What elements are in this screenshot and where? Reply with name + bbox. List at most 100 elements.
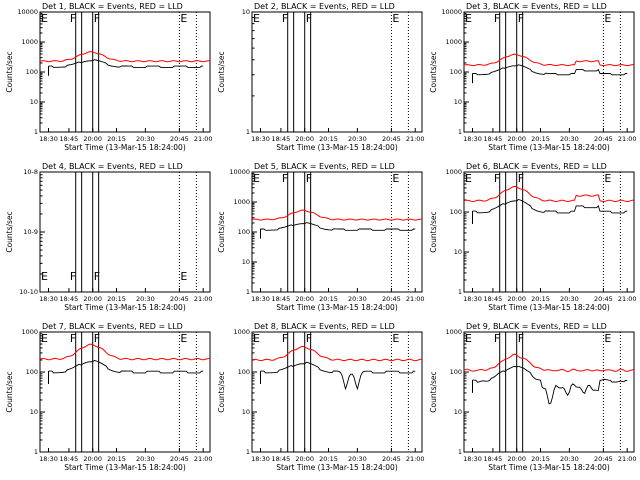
flag-e: E [392, 332, 399, 345]
y-axis-label: Counts/sec [5, 371, 14, 412]
y-tick-label: 10-10 [19, 288, 38, 296]
y-tick-label: 1000 [445, 168, 462, 176]
x-axis-label: Start Time (13-Mar-15 18:24:00) [488, 463, 610, 472]
x-tick-label: 21:00 [618, 295, 637, 303]
x-tick-label: 20:30 [136, 455, 155, 463]
flag-f: F [306, 172, 312, 185]
panel-title: Det 8, BLACK = Events, RED = LLD [254, 322, 395, 331]
x-tick-label: 21:00 [618, 455, 637, 463]
y-tick-label: 1 [246, 448, 250, 456]
x-tick-label: 21:00 [618, 135, 637, 143]
x-axis-label: Start Time (13-Mar-15 18:24:00) [276, 463, 398, 472]
detector-panel-7: Det 7, BLACK = Events, RED = LLD Counts/s… [5, 322, 213, 472]
x-tick-label: 18:45 [272, 295, 291, 303]
detector-panel-3: Det 3, BLACK = Events, RED = LLD Counts/s… [429, 2, 637, 152]
x-tick-label: 18:30 [463, 455, 482, 463]
y-tick-label: 1 [458, 448, 462, 456]
x-tick-label: 20:45 [594, 455, 613, 463]
y-tick-label: 1 [458, 288, 462, 296]
x-tick-label: 20:45 [594, 135, 613, 143]
x-tick-label: 18:30 [251, 135, 270, 143]
flag-e: E [41, 270, 48, 283]
x-tick-label: 20:30 [136, 295, 155, 303]
events-series-line [260, 361, 416, 391]
x-tick-label: 18:30 [251, 455, 270, 463]
y-tick-label: 1000 [445, 328, 462, 336]
x-tick-label: 21:00 [406, 135, 425, 143]
y-axis-label: Counts/sec [429, 51, 438, 92]
y-tick-label: 10 [242, 258, 250, 266]
flag-f: F [518, 172, 524, 185]
flag-e: E [604, 12, 611, 25]
x-tick-label: 20:30 [560, 135, 579, 143]
flag-e: E [41, 332, 48, 345]
plot-frame [39, 11, 211, 133]
plot-frame [463, 331, 635, 453]
y-tick-label: 100 [450, 368, 462, 376]
events-series-line [48, 59, 204, 68]
y-tick-label: 10 [454, 408, 462, 416]
flag-e: E [253, 332, 260, 345]
x-tick-label: 20:00 [295, 135, 314, 143]
flag-e: E [41, 12, 48, 25]
panel-title: Det 3, BLACK = Events, RED = LLD [466, 2, 607, 11]
lld-series-line [463, 53, 634, 67]
x-tick-label: 20:30 [348, 455, 367, 463]
x-tick-label: 21:00 [194, 455, 213, 463]
flag-f: F [518, 12, 524, 25]
x-tick-label: 18:30 [39, 135, 58, 143]
x-tick-label: 20:30 [136, 135, 155, 143]
flag-e: E [465, 332, 472, 345]
plot-frame [251, 331, 423, 453]
y-tick-label: 100 [26, 68, 38, 76]
x-tick-label: 20:30 [348, 135, 367, 143]
flag-f: F [94, 332, 100, 345]
x-tick-label: 20:15 [531, 295, 550, 303]
y-tick-label: 1 [246, 128, 250, 136]
x-tick-label: 20:15 [319, 295, 338, 303]
x-tick-label: 18:45 [484, 135, 503, 143]
flag-f: F [306, 332, 312, 345]
flag-e: E [465, 12, 472, 25]
x-tick-label: 18:45 [272, 135, 291, 143]
x-tick-label: 20:00 [507, 455, 526, 463]
flag-f: F [282, 332, 288, 345]
lld-series-line [251, 345, 422, 362]
y-tick-label: 10-9 [23, 228, 38, 236]
y-axis-label: Counts/sec [217, 371, 226, 412]
flag-e: E [253, 12, 260, 25]
x-tick-label: 20:00 [295, 295, 314, 303]
x-tick-label: 20:15 [531, 455, 550, 463]
y-tick-label: 10000 [17, 8, 38, 16]
x-tick-label: 18:30 [463, 295, 482, 303]
x-axis-label: Start Time (13-Mar-15 18:24:00) [276, 303, 398, 312]
x-tick-label: 21:00 [194, 295, 213, 303]
x-tick-label: 20:30 [348, 295, 367, 303]
flag-f: F [518, 332, 524, 345]
x-tick-label: 20:00 [507, 135, 526, 143]
y-tick-label: 10 [242, 408, 250, 416]
plot-frame [463, 11, 635, 133]
x-tick-label: 20:15 [319, 135, 338, 143]
x-axis-label: Start Time (13-Mar-15 18:24:00) [64, 303, 186, 312]
x-tick-label: 20:15 [107, 455, 126, 463]
x-tick-label: 20:15 [107, 135, 126, 143]
detector-panel-6: Det 6, BLACK = Events, RED = LLD Counts/s… [429, 162, 637, 312]
y-tick-label: 1 [34, 128, 38, 136]
y-tick-label: 10 [454, 98, 462, 106]
lld-series-line [251, 209, 422, 221]
x-tick-label: 20:00 [83, 295, 102, 303]
x-tick-label: 20:00 [507, 295, 526, 303]
flag-e: E [180, 12, 187, 25]
lld-series-line [463, 185, 634, 203]
x-tick-label: 20:00 [295, 455, 314, 463]
events-series-line [472, 64, 628, 76]
x-tick-label: 18:45 [60, 455, 79, 463]
flag-f: F [494, 332, 500, 345]
x-tick-label: 18:30 [463, 135, 482, 143]
y-tick-label: 1000 [445, 38, 462, 46]
y-tick-label: 1 [246, 288, 250, 296]
panel-title: Det 9, BLACK = Events, RED = LLD [466, 322, 607, 331]
y-axis-label: Counts/sec [429, 211, 438, 252]
x-tick-label: 20:45 [382, 135, 401, 143]
